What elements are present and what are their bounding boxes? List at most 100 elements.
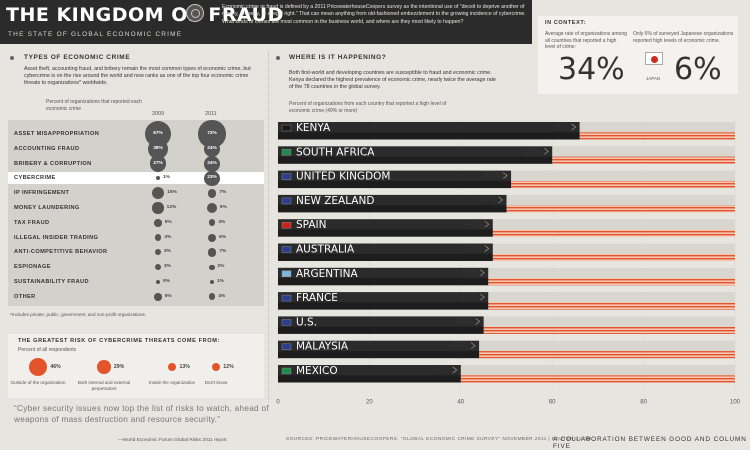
year-2011-label: 2011 [205,111,217,117]
crime-percent-label: 72% [207,131,217,136]
value-label: 46% [460,292,478,301]
dot-2011 [204,170,220,187]
crime-percent-label: 3% [163,264,171,270]
x-tick-label: 60 [549,399,556,405]
crime-type-label: CYBERCRIME [14,175,56,182]
dot-2011 [207,248,217,257]
value-label: 46% [460,268,478,277]
crime-percent-label: 4% [218,219,226,225]
crime-type-label: ANTI-COMPETITIVE BEHAVIOR [14,249,108,256]
crime-percent-label: 15% [167,190,177,196]
bar-dark [278,170,512,182]
country-label: FRANCE [296,292,338,304]
country-label: MEXICO [296,365,338,377]
cyber-threat-value: 29% [113,364,125,370]
bar-dark [278,365,461,376]
value-label: 47% [465,219,483,228]
x-tick-label: 0 [276,399,280,405]
types-column-label: Percent of organizations that reported e… [46,99,142,112]
us-flag [281,319,292,326]
australia-flag [281,246,292,253]
cyber-threat-value: 46% [50,364,61,370]
crime-type-label: ASSET MISAPPROPRIATION [14,131,100,137]
japan-label: JAPAN [646,76,661,81]
dot-2011 [208,293,216,301]
country-label: NEW ZEALAND [296,195,374,207]
kenya-flag [281,124,292,132]
france-flag [281,294,292,302]
where-heading: WHERE IS IT HAPPENING? [289,54,387,61]
value-marker [498,196,504,204]
context-label: IN CONTEXT: [545,20,587,26]
bar-dark [278,267,489,279]
value-marker [479,269,485,277]
mexico-flag [281,367,292,375]
bar-dark [278,243,493,255]
bar-stripe [511,180,735,189]
types-heading: TYPES OF ECONOMIC CRIME [24,54,131,61]
argentina-flag [281,270,292,277]
south-africa-flag [281,149,292,156]
bar [278,156,553,164]
dot-2011 [207,203,217,213]
bar [278,180,512,189]
bar-stripe [488,278,735,286]
bullet-icon [276,56,280,60]
dot-2009 [151,186,165,200]
header-banner [0,0,532,44]
crime-percent-label: 9% [219,205,227,210]
intro-text: Economic crime or fraud is defined by a … [222,4,526,25]
crime-percent-label: 6% [219,234,227,240]
crime-type-label: ESPIONAGE [14,264,51,271]
bullet-icon [10,56,14,60]
bar-stripe [479,351,735,359]
dot-2011 [204,140,220,157]
new-zealand-flag [281,197,292,205]
crime-percent-label: 67% [153,131,163,136]
country-label: U.S. [296,316,317,328]
column-divider [268,52,269,402]
cyber-threat-circle [211,362,221,372]
cyber-threat-value: 12% [223,364,234,370]
crime-type-label: ILLEGAL INSIDER TRADING [14,234,99,241]
bar [278,205,507,213]
crime-percent-label: 2% [217,264,225,270]
dot-2009 [155,249,161,256]
collab-text: A COLLABORATION BETWEEN GOOD AND COLUMN … [553,436,747,450]
cyber-threat-value: 13% [179,364,190,370]
crime-percent-label: 1% [217,279,224,284]
dot-2011 [204,155,220,172]
cyber-panel [8,334,264,398]
crime-type-label: IP INFRINGEMENT [14,190,70,197]
value-marker [470,342,476,350]
dot-2009 [154,234,162,241]
cyber-threat-label: Don't know [204,380,228,385]
spain-flag [281,221,292,229]
crime-percent-label: 38% [153,145,163,151]
dot-2009 [156,280,160,284]
value-label: 40% [433,365,451,374]
uk-flag [281,173,292,180]
bar-stripe [488,302,735,310]
x-tick-label: 40 [457,399,464,405]
cyber-threat-circle [28,357,48,377]
value-label: 50% [479,195,497,204]
dot-2011 [207,233,217,242]
crime-percent-label: 0% [163,279,170,284]
crime-percent-label: 27% [153,160,163,166]
page-subtitle: THE STATE OF GLOBAL ECONOMIC CRIME [8,31,183,38]
cyber-threat-circle [167,362,177,372]
bar-dark [278,292,489,303]
bar-stripe [552,156,735,164]
x-tick-label: 20 [366,399,373,405]
crime-type-label: TAX FRAUD [14,219,50,226]
context-japan-value: 6% [674,52,722,87]
sources-text: SOURCES: PRICEWATERHOUSECOOPERS, "GLOBAL… [286,437,592,442]
year-2009-label: 2009 [152,111,165,117]
types-table: ASSET MISAPPROPRIATION 67% 72% ACCOUNTING F… [8,120,264,306]
bar [278,351,480,359]
crime-type-label: OTHER [14,293,36,300]
seal-icon [186,4,204,22]
highlight-row-bg [8,172,264,185]
crime-percent-label: 24% [207,145,217,151]
